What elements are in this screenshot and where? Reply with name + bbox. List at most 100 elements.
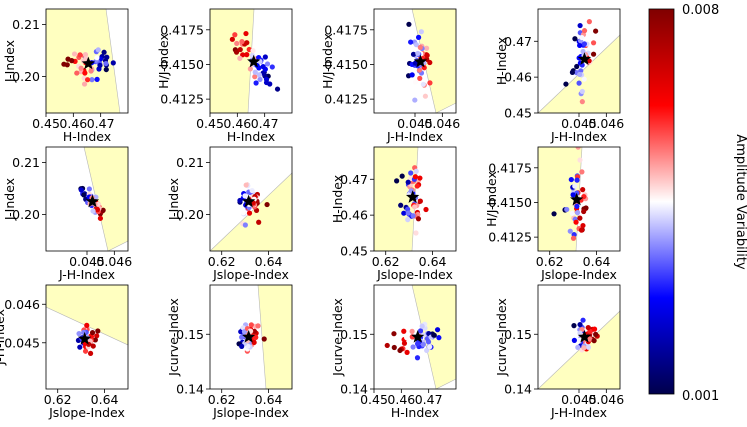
scatter-point bbox=[578, 227, 585, 233]
scatter-point bbox=[103, 66, 109, 73]
scatter-point bbox=[257, 76, 263, 83]
scatter-panel: 0.62 0.64 0.14 0.15 Jslope-Index Jcurve-Index bbox=[166, 284, 293, 420]
scatter-point bbox=[391, 331, 397, 337]
y-tick-label: 0.47 bbox=[504, 34, 532, 49]
reference-star-marker bbox=[406, 190, 420, 203]
y-axis-label: Jcurve-Index bbox=[330, 298, 345, 377]
scatter-point bbox=[87, 350, 94, 357]
scatter-point bbox=[82, 70, 88, 76]
scatter-point bbox=[575, 344, 581, 350]
scatter-point bbox=[401, 210, 407, 216]
scatter-point bbox=[585, 324, 591, 331]
scatter-point bbox=[423, 206, 429, 213]
y-tick-label: 0.46 bbox=[504, 70, 532, 85]
scatter-point bbox=[240, 210, 246, 216]
scatter-panel: 0.62 0.64 0.4125 0.4150 0.4175 Jslope-Index H/… bbox=[484, 146, 621, 282]
scatter-point bbox=[384, 342, 390, 349]
scatter-point bbox=[274, 86, 281, 92]
scatter-point bbox=[551, 211, 557, 217]
scatter-point bbox=[593, 28, 599, 34]
scatter-point bbox=[401, 340, 408, 346]
scatter-point bbox=[77, 52, 83, 58]
scatter-point bbox=[424, 45, 430, 51]
y-axis-label: J-H-Index bbox=[0, 309, 7, 366]
scatter-point bbox=[577, 42, 583, 49]
scatter-panel: 0.62 0.64 0.45 0.46 0.47 Jslope-Index H-Index bbox=[330, 146, 457, 282]
scatter-point bbox=[401, 328, 407, 334]
scatter-point bbox=[412, 97, 418, 103]
colorbar-max-label: 0.008 bbox=[682, 3, 719, 18]
colorbar-title: Amplitude Variability bbox=[733, 134, 747, 270]
scatter-point bbox=[409, 328, 415, 334]
scatter-point bbox=[580, 317, 586, 323]
x-tick-label: 0.64 bbox=[583, 254, 611, 269]
scatter-point bbox=[413, 168, 419, 174]
x-tick-label: 0.62 bbox=[208, 392, 236, 407]
y-tick-label: 0.14 bbox=[504, 382, 532, 397]
scatter-panel: 0.45 0.46 0.47 0.4125 0.4150 0.4175 H-Index H/J… bbox=[156, 8, 293, 144]
scatter-point bbox=[577, 330, 583, 336]
scatter-point bbox=[580, 187, 586, 193]
scatter-point bbox=[585, 344, 592, 350]
y-tick-label: 0.20 bbox=[176, 207, 204, 222]
scatter-point bbox=[424, 347, 430, 354]
x-tick-label: 0.045 bbox=[69, 254, 105, 269]
y-axis-label: Jcurve-Index bbox=[494, 298, 509, 377]
x-axis-label: Jslope-Index bbox=[212, 405, 289, 420]
x-tick-label: 0.62 bbox=[208, 254, 236, 269]
scatter-point bbox=[577, 215, 583, 221]
scatter-point bbox=[233, 49, 240, 55]
x-axis-label: H-Index bbox=[227, 129, 275, 144]
scatter-point bbox=[575, 147, 581, 150]
scatter-point bbox=[591, 338, 597, 344]
scatter-point bbox=[410, 51, 417, 57]
scatter-point bbox=[567, 228, 573, 234]
reference-star-marker bbox=[411, 330, 425, 343]
reference-star-marker bbox=[85, 194, 100, 208]
scatter-point bbox=[571, 337, 577, 343]
y-axis-label: J-Index bbox=[2, 40, 17, 83]
scatter-point bbox=[579, 34, 585, 41]
scatter-point bbox=[251, 339, 257, 346]
scatter-point bbox=[69, 58, 75, 64]
scatter-point bbox=[104, 54, 110, 60]
scatter-point bbox=[406, 21, 412, 27]
scatter-point bbox=[577, 157, 583, 163]
x-tick-label: 0.62 bbox=[536, 254, 564, 269]
scatter-point bbox=[581, 345, 587, 351]
scatter-point bbox=[110, 60, 116, 66]
y-axis-label: J-Index bbox=[2, 178, 17, 221]
x-axis-label: J-H-Index bbox=[550, 405, 607, 420]
scatter-point bbox=[247, 66, 253, 72]
scatter-point bbox=[580, 222, 586, 229]
scatter-point bbox=[256, 219, 262, 225]
scatter-point bbox=[593, 331, 599, 337]
scatter-point bbox=[568, 176, 574, 183]
scatter-point bbox=[95, 328, 101, 334]
scatter-point bbox=[581, 28, 588, 34]
scatter-point bbox=[244, 52, 250, 58]
scatter-point bbox=[71, 51, 78, 57]
x-tick-label: 0.45 bbox=[32, 116, 60, 131]
scatter-panel: 0.62 0.64 0.045 0.046 Jslope-Index J-H-Index bbox=[0, 284, 129, 420]
scatter-point bbox=[590, 40, 597, 46]
scatter-point bbox=[590, 51, 597, 57]
scatter-point bbox=[417, 198, 423, 204]
x-tick-label: 0.046 bbox=[424, 116, 460, 131]
scatter-point bbox=[92, 337, 98, 343]
scatter-point bbox=[581, 41, 588, 47]
scatter-point bbox=[414, 183, 420, 189]
point-layer bbox=[394, 165, 429, 236]
y-tick-label: 0.4150 bbox=[488, 195, 532, 210]
scatter-point bbox=[94, 76, 100, 82]
scatter-point bbox=[103, 60, 109, 67]
reference-star-marker bbox=[78, 331, 92, 345]
point-layer bbox=[229, 30, 281, 92]
scatter-point bbox=[413, 42, 419, 48]
scatter-point bbox=[586, 19, 592, 25]
y-tick-label: 0.15 bbox=[176, 327, 204, 342]
x-tick-label: 0.46 bbox=[387, 392, 415, 407]
scatter-point bbox=[252, 69, 258, 75]
